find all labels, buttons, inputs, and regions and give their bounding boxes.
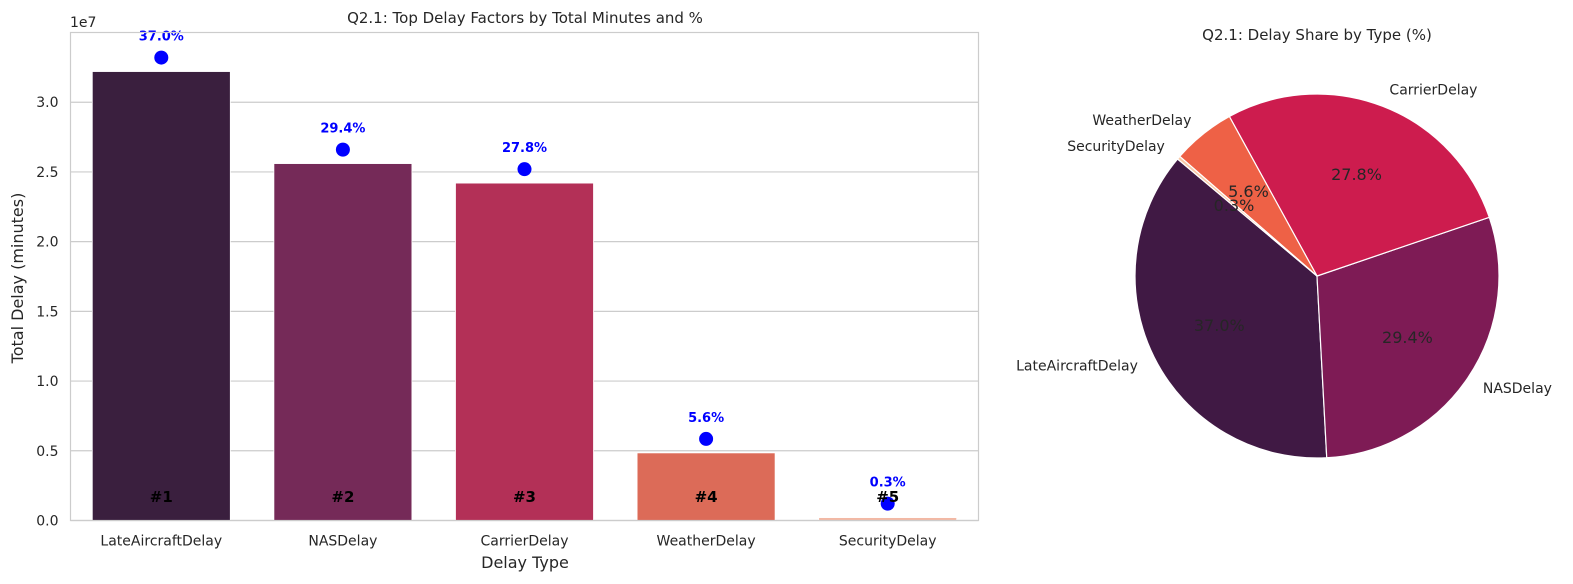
pie-percent-label: 27.8% bbox=[1331, 165, 1382, 184]
pie-label: LateAircraftDelay bbox=[1016, 358, 1138, 374]
y-tick-label: 0.0 bbox=[36, 514, 58, 530]
percent-label: 37.0% bbox=[139, 30, 184, 45]
pie-percent-label: 5.6% bbox=[1228, 182, 1269, 201]
rank-label: #5 bbox=[876, 488, 899, 506]
x-tick-label: CarrierDelay bbox=[480, 534, 568, 550]
pie-slices bbox=[1134, 93, 1500, 459]
y-tick-labels: 0.0 0.5 1.0 1.5 2.0 2.5 3.0 bbox=[36, 95, 58, 529]
percent-markers bbox=[154, 50, 895, 511]
pie-label: WeatherDelay bbox=[1092, 113, 1191, 129]
pie-slice bbox=[1316, 216, 1500, 459]
pie-slice bbox=[1228, 93, 1490, 277]
y-offset-label: 1e7 bbox=[70, 15, 96, 31]
bar bbox=[636, 452, 776, 521]
pie-label: SecurityDelay bbox=[1067, 139, 1165, 155]
percent-labels: 37.0% 29.4% 27.8% 5.6% 0.3% bbox=[139, 30, 906, 491]
bar-plot-frame bbox=[69, 31, 980, 522]
x-axis-label: Delay Type bbox=[481, 553, 569, 572]
rank-label: #4 bbox=[695, 488, 718, 506]
x-tick-label: LateAircraftDelay bbox=[100, 534, 222, 550]
pie-percent-label: 0.3% bbox=[1214, 196, 1255, 215]
percent-marker bbox=[699, 431, 714, 446]
pie-percent-label: 29.4% bbox=[1382, 328, 1433, 347]
x-tick-label: NASDelay bbox=[308, 534, 377, 550]
x-tick-label: SecurityDelay bbox=[839, 534, 937, 550]
rank-labels: #1 #2 #3 #4 #5 bbox=[150, 488, 899, 506]
y-tick-label: 2.5 bbox=[36, 165, 58, 181]
pie-chart: Q2.1: Delay Share by Type (%) LateAircra… bbox=[1016, 26, 1552, 459]
x-tick-label: WeatherDelay bbox=[657, 534, 756, 550]
y-tick-label: 1.0 bbox=[36, 374, 58, 390]
x-tick-labels: LateAircraftDelay NASDelay CarrierDelay Wea… bbox=[100, 534, 936, 550]
y-axis-label: Total Delay (minutes) bbox=[8, 193, 27, 365]
percent-marker bbox=[517, 162, 532, 177]
percent-label: 27.8% bbox=[502, 141, 547, 156]
pie-slice bbox=[1134, 158, 1328, 459]
rank-label: #2 bbox=[331, 488, 354, 506]
pie-chart-title: Q2.1: Delay Share by Type (%) bbox=[1202, 26, 1432, 44]
bars bbox=[91, 71, 958, 521]
pie-percent-labels: 37.0% 29.4% 27.8% 5.6%0.3% bbox=[1194, 165, 1433, 347]
y-tick-label: 2.0 bbox=[36, 235, 58, 251]
y-tick-label: 3.0 bbox=[36, 95, 58, 111]
rank-label: #1 bbox=[150, 488, 173, 506]
pie-percent-label: 37.0% bbox=[1194, 316, 1245, 335]
percent-marker bbox=[154, 50, 169, 65]
pie-label: CarrierDelay bbox=[1389, 82, 1477, 98]
pie-slice bbox=[1176, 155, 1318, 277]
bar-chart-title: Q2.1: Top Delay Factors by Total Minutes… bbox=[347, 9, 703, 27]
percent-marker bbox=[880, 496, 895, 511]
percent-marker bbox=[335, 142, 350, 157]
bar bbox=[455, 182, 594, 521]
percent-label: 29.4% bbox=[320, 122, 365, 137]
bar-chart: 0.0 0.5 1.0 1.5 2.0 2.5 3.0 LateAircraftDelay N… bbox=[8, 9, 980, 572]
pie-labels: LateAircraftDelay NASDelay CarrierDelay Wea… bbox=[1016, 82, 1552, 397]
bar bbox=[273, 163, 413, 521]
y-tick-label: 1.5 bbox=[36, 304, 58, 320]
rank-label: #3 bbox=[513, 488, 536, 506]
pie-label: NASDelay bbox=[1483, 381, 1552, 397]
y-tick-label: 0.5 bbox=[36, 444, 58, 460]
bar bbox=[91, 71, 231, 521]
percent-label: 0.3% bbox=[870, 476, 906, 491]
percent-label: 5.6% bbox=[688, 411, 724, 426]
